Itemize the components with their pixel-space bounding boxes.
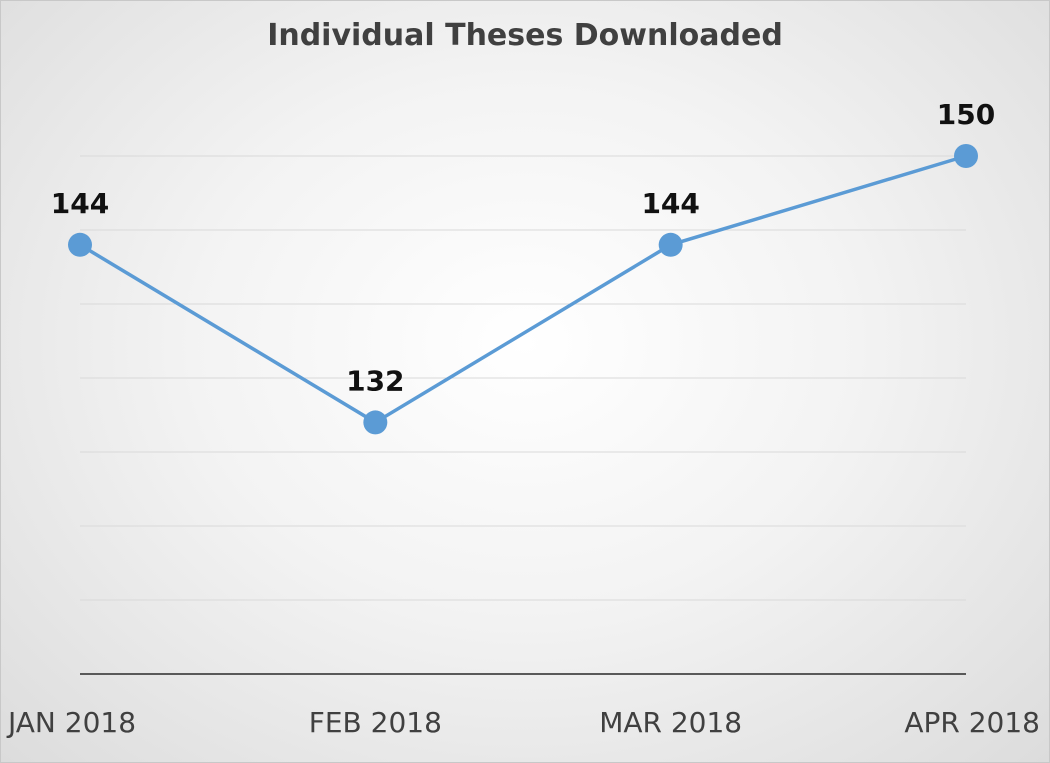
data-point	[658, 232, 683, 257]
data-point	[68, 232, 92, 257]
series-line	[79, 154, 967, 425]
data-point	[954, 144, 978, 168]
data-point	[363, 410, 388, 435]
data-label: 150	[937, 98, 995, 131]
x-tick-label: FEB 2018	[309, 706, 442, 739]
x-tick-label: JAN 2018	[6, 706, 136, 739]
chart-title: Individual Theses Downloaded	[267, 18, 783, 53]
data-label: 132	[346, 364, 404, 397]
x-tick-label: APR 2018	[904, 706, 1040, 739]
data-label: 144	[641, 187, 699, 220]
data-label: 144	[51, 187, 109, 220]
x-tick-label: MAR 2018	[599, 706, 742, 739]
